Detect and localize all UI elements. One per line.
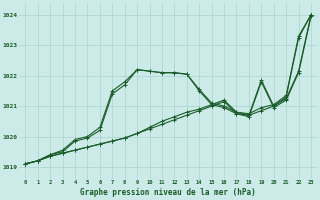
X-axis label: Graphe pression niveau de la mer (hPa): Graphe pression niveau de la mer (hPa) — [80, 188, 256, 197]
